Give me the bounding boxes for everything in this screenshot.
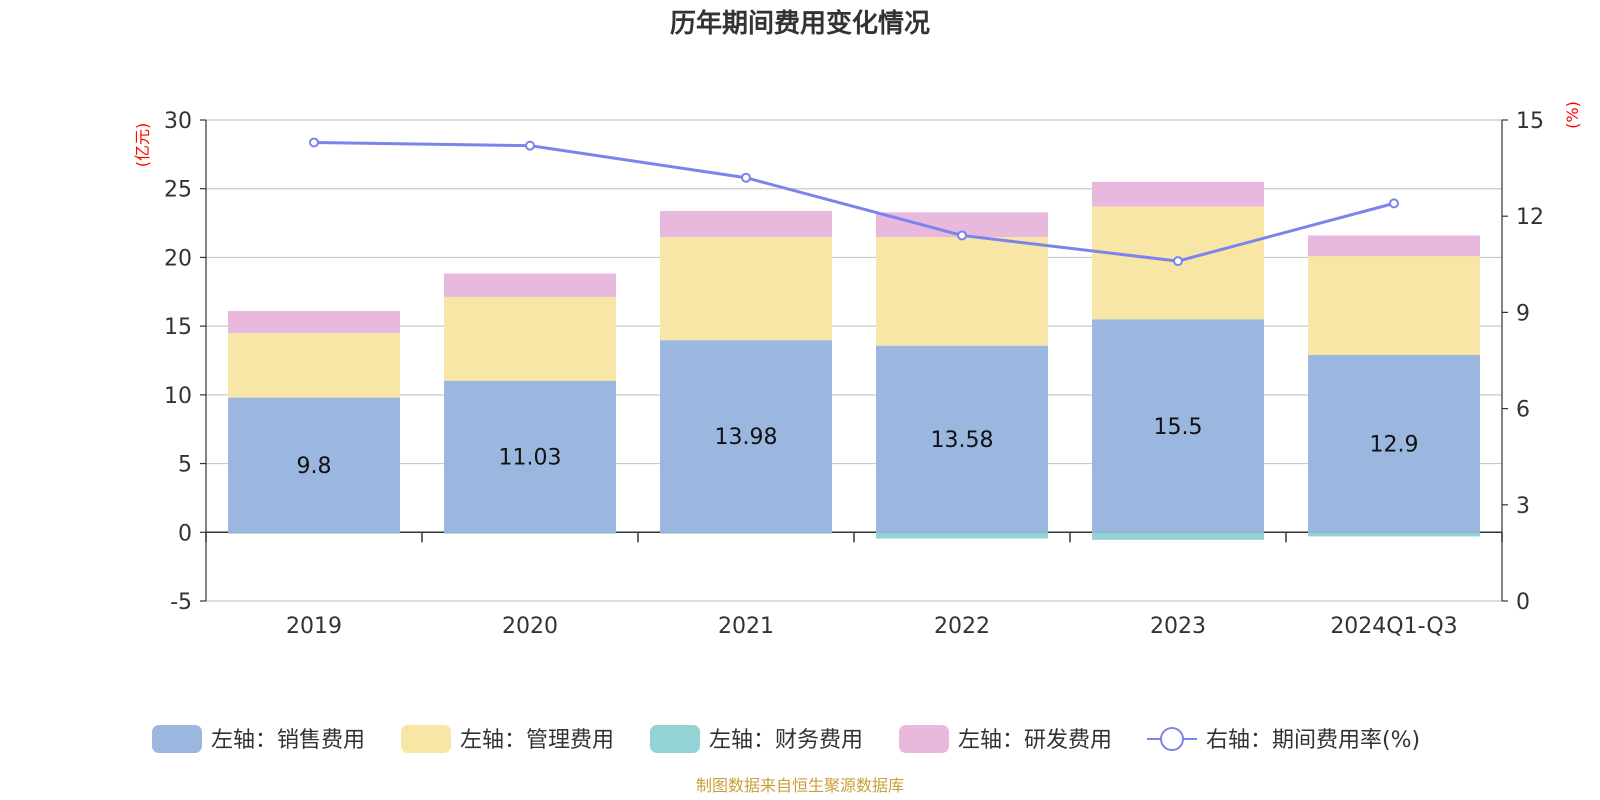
bar-segment [444,380,616,533]
rate-point [957,230,967,241]
rate-point [1173,256,1183,267]
bar-segment [660,237,832,341]
left-tick-label: 10 [164,384,192,409]
chart-title: 历年期间费用变化情况 [670,8,930,39]
bars [228,181,1480,540]
bar-segment [1092,319,1264,533]
gridlines [206,119,1502,602]
bar-segment [1308,256,1480,356]
axes: -5 0 5 10 15 20 25 30 0 3 6 9 12 15 2019 2020 2021 2022 20… [164,109,1544,639]
left-tick-label: 15 [164,315,192,340]
legend-swatch [401,725,451,753]
rate-point [525,140,535,151]
data-labels: 9.8 11.03 13.98 13.58 15.5 12.9 [297,415,1419,479]
bar-segment [660,340,832,533]
bar-segment [1308,235,1480,257]
right-tick-label: 0 [1516,590,1530,615]
category-label: 2019 [286,614,342,639]
bar-segment [228,311,400,334]
left-tick-label: 25 [164,178,192,203]
category-label: 2021 [718,614,774,639]
category-label: 2024Q1-Q3 [1330,614,1457,639]
left-tick-label: -5 [170,590,192,615]
rate-point [741,172,751,183]
right-tick-label: 6 [1516,398,1530,423]
bar-value-label: 13.98 [715,425,778,450]
bar-segment [444,532,616,534]
legend-label: 左轴：财务费用 [709,728,863,753]
bar-segment [1092,181,1264,207]
bar-segment [660,532,832,534]
left-axis-unit: (亿元) [133,123,152,168]
left-tick-label: 30 [164,109,192,134]
bar-segment [444,296,616,381]
right-tick-label: 9 [1516,301,1530,326]
legend: 左轴：销售费用 左轴：管理费用 左轴：财务费用 左轴：研发费用 右轴：期间费用率(%) [152,725,1420,753]
bar-value-label: 12.9 [1370,433,1419,458]
bar-segment [1308,355,1480,533]
left-tick-label: 20 [164,246,192,271]
right-tick-label: 3 [1516,494,1530,519]
bar-value-label: 15.5 [1154,415,1203,440]
category-label: 2023 [1150,614,1206,639]
legend-label: 右轴：期间费用率(%) [1206,728,1420,753]
category-label: 2020 [502,614,558,639]
right-tick-label: 15 [1516,109,1544,134]
legend-label: 左轴：研发费用 [958,728,1112,753]
legend-label: 左轴：销售费用 [211,728,365,753]
legend-swatch [650,725,700,753]
left-tick-label: 0 [178,521,192,546]
legend-marker [1160,727,1184,751]
left-tick-label: 5 [178,453,192,478]
bar-segment [1308,532,1480,537]
bar-segment [1092,532,1264,540]
rate-point [309,137,319,148]
source-note: 制图数据来自恒生聚源数据库 [696,776,904,795]
legend-swatch [152,725,202,753]
bar-segment [876,345,1048,533]
right-tick-label: 12 [1516,205,1544,230]
bar-segment [444,273,616,297]
rate-line-path [313,140,1395,263]
bar-segment [876,532,1048,539]
bar-segment [228,397,400,533]
bar-value-label: 9.8 [297,454,332,479]
bar-segment [660,210,832,238]
bar-segment [228,333,400,398]
bar-segment [228,532,400,534]
bar-value-label: 11.03 [499,445,562,470]
bar-value-label: 13.58 [931,428,994,453]
rate-point [1389,198,1399,209]
rate-line [309,137,1399,267]
right-axis-unit: (%) [1563,101,1582,129]
category-label: 2022 [934,614,990,639]
bar-segment [876,237,1048,346]
legend-swatch [899,725,949,753]
legend-label: 左轴：管理费用 [460,728,614,753]
